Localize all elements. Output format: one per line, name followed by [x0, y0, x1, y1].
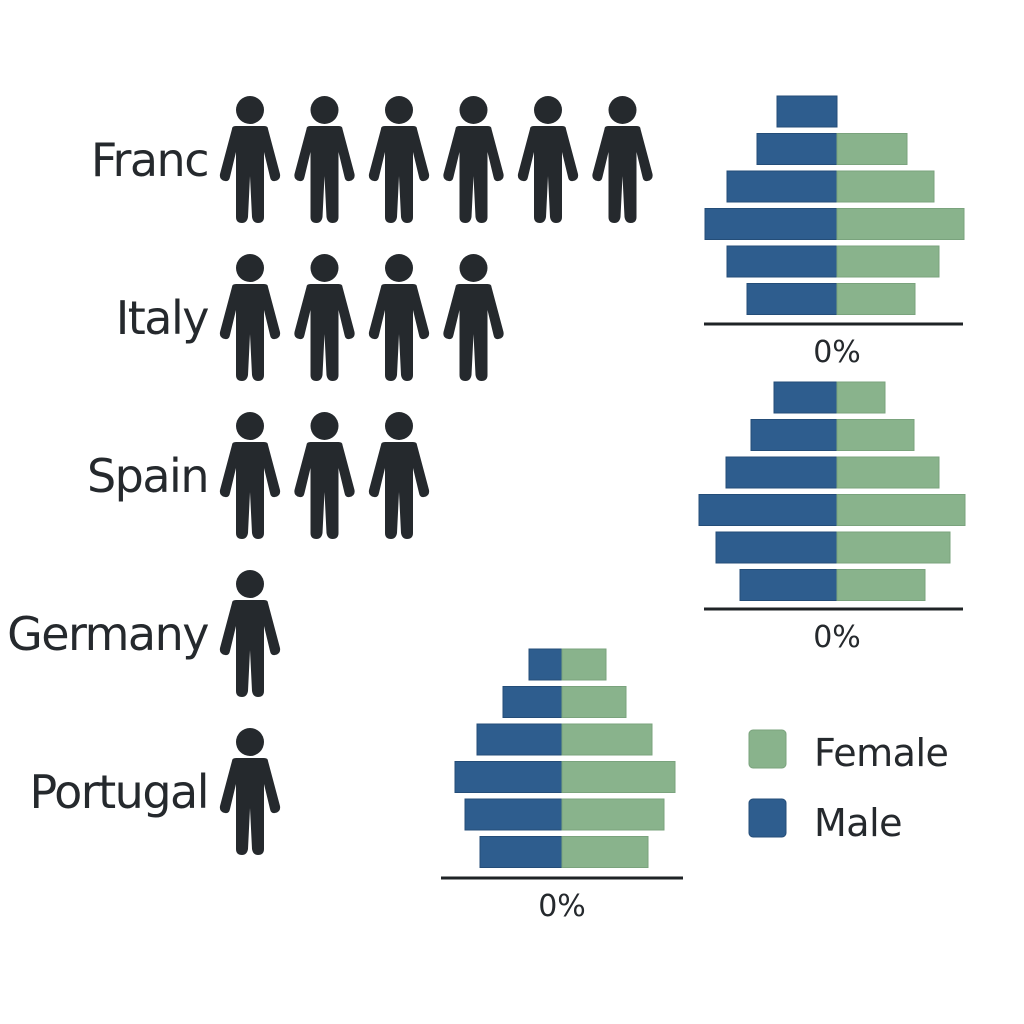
population-pyramid-1: 0% — [704, 95, 965, 370]
legend-swatch-male — [748, 798, 787, 838]
male-bar — [750, 419, 838, 451]
female-bar — [836, 531, 951, 564]
legend-label-female: Female — [814, 731, 948, 775]
legend-swatch-female — [748, 729, 787, 769]
person-icon — [517, 96, 579, 223]
person-icon — [219, 728, 281, 855]
person-icon — [294, 96, 355, 223]
male-bar — [479, 836, 563, 868]
person-icon — [219, 412, 281, 539]
female-bar — [836, 208, 965, 240]
female-bar — [836, 494, 966, 526]
female-bar — [836, 170, 935, 203]
person-icon — [368, 254, 430, 381]
country-label-italy: Italy — [116, 291, 209, 345]
male-bar — [756, 133, 838, 165]
female-bar — [561, 723, 653, 756]
female-bar — [561, 761, 676, 793]
legend-label-male: Male — [814, 801, 902, 845]
male-bar — [528, 648, 563, 681]
male-bar — [746, 283, 838, 315]
female-bar — [836, 133, 908, 165]
male-bar — [698, 494, 838, 526]
country-label-portugal: Portugal — [29, 765, 208, 819]
male-bar — [726, 170, 838, 203]
female-bar — [836, 283, 916, 315]
person-icon — [443, 96, 504, 223]
population-pyramid-2: 0% — [698, 381, 966, 655]
female-bar — [561, 836, 649, 868]
person-icon — [368, 96, 430, 223]
male-bar — [704, 208, 838, 240]
person-icon — [294, 412, 355, 539]
female-bar — [836, 456, 940, 489]
population-pyramid-3: 0% — [441, 648, 683, 924]
female-bar — [836, 569, 926, 601]
x-axis-label: 0% — [813, 335, 861, 370]
country-label-franc: Franc — [91, 133, 208, 187]
male-bar — [725, 456, 838, 489]
female-bar — [561, 798, 665, 831]
person-icon — [294, 254, 355, 381]
person-icon — [219, 254, 281, 381]
person-icon — [219, 96, 281, 223]
country-label-germany: Germany — [7, 607, 208, 661]
female-bar — [836, 381, 886, 414]
country-label-spain: Spain — [87, 449, 208, 503]
x-axis-label: 0% — [813, 620, 861, 655]
male-bar — [726, 245, 838, 278]
person-icon — [368, 412, 430, 539]
male-bar — [454, 761, 563, 793]
person-icon — [219, 570, 281, 697]
male-bar — [739, 569, 838, 601]
male-bar — [464, 798, 563, 831]
male-bar — [776, 95, 838, 128]
pictogram-chart: Franc Italy Spain Germany Portugal — [7, 96, 653, 855]
male-bar — [715, 531, 838, 564]
male-bar — [502, 686, 563, 718]
person-icon — [592, 96, 653, 223]
male-bar — [476, 723, 563, 756]
female-bar — [836, 419, 915, 451]
female-bar — [836, 245, 940, 278]
x-axis-label: 0% — [538, 889, 586, 924]
female-bar — [561, 648, 607, 681]
female-bar — [561, 686, 627, 718]
chart-legend: Female Male — [748, 729, 949, 845]
person-icon — [443, 254, 504, 381]
male-bar — [773, 381, 838, 414]
